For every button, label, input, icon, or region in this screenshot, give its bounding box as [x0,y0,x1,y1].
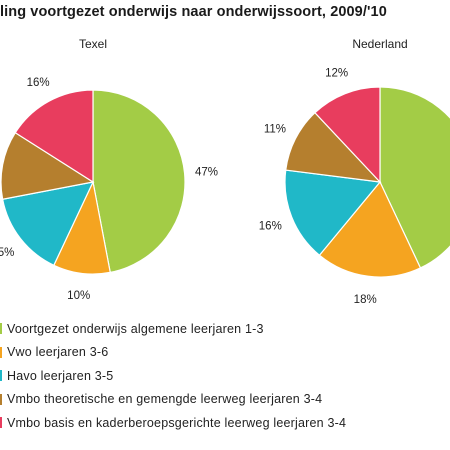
legend-item: Vwo leerjaren 3-6 [0,341,450,365]
legend-swatch [0,370,2,382]
pie-slice [14,89,94,184]
legend-label: Voortgezet onderwijs algemene leerjaren … [7,321,264,336]
legend-label: Vmbo theoretische en gemengde leerweg le… [7,392,323,407]
legend-swatch [0,417,2,429]
data-label: 10% [67,290,90,302]
data-label: 11% [264,123,286,135]
pie-slice [285,111,382,183]
data-label: 16% [27,77,50,89]
pie-title: Nederland [352,37,407,51]
legend-swatch [0,346,2,358]
pie-slice [284,169,382,257]
pie-slice [314,86,381,184]
pie-nederland: Nederland 18% 16% 11% 12% [259,37,450,306]
data-label: 16% [259,220,282,232]
data-label: 12% [325,67,348,79]
legend-item: Voortgezet onderwijs algemene leerjaren … [0,317,450,341]
legend-label: Havo leerjaren 3-5 [7,368,114,383]
chart-title: ling voortgezet onderwijs naar onderwijs… [0,4,387,20]
pie-texel: Texel 47% 10% 15% 16% [0,37,218,302]
pie-slice [92,89,186,274]
data-label: 18% [354,294,377,306]
legend-swatch [0,323,2,335]
data-label: 47% [195,166,218,178]
legend: Voortgezet onderwijs algemene leerjaren … [0,317,450,435]
pie-title: Texel [79,37,107,51]
legend-item: Vmbo basis en kaderberoepsgerichte leerw… [0,411,450,435]
legend-label: Vmbo basis en kaderberoepsgerichte leerw… [7,415,347,430]
legend-item: Havo leerjaren 3-5 [0,364,450,388]
pie-slice [0,131,95,200]
legend-swatch [0,393,2,405]
pie-slice [318,180,422,278]
legend-item: Vmbo theoretische en gemengde leerweg le… [0,388,450,412]
pie-slice [1,181,95,267]
data-label: 15% [0,247,14,259]
legend-label: Vwo leerjaren 3-6 [7,345,109,360]
pie-slice [379,86,450,269]
